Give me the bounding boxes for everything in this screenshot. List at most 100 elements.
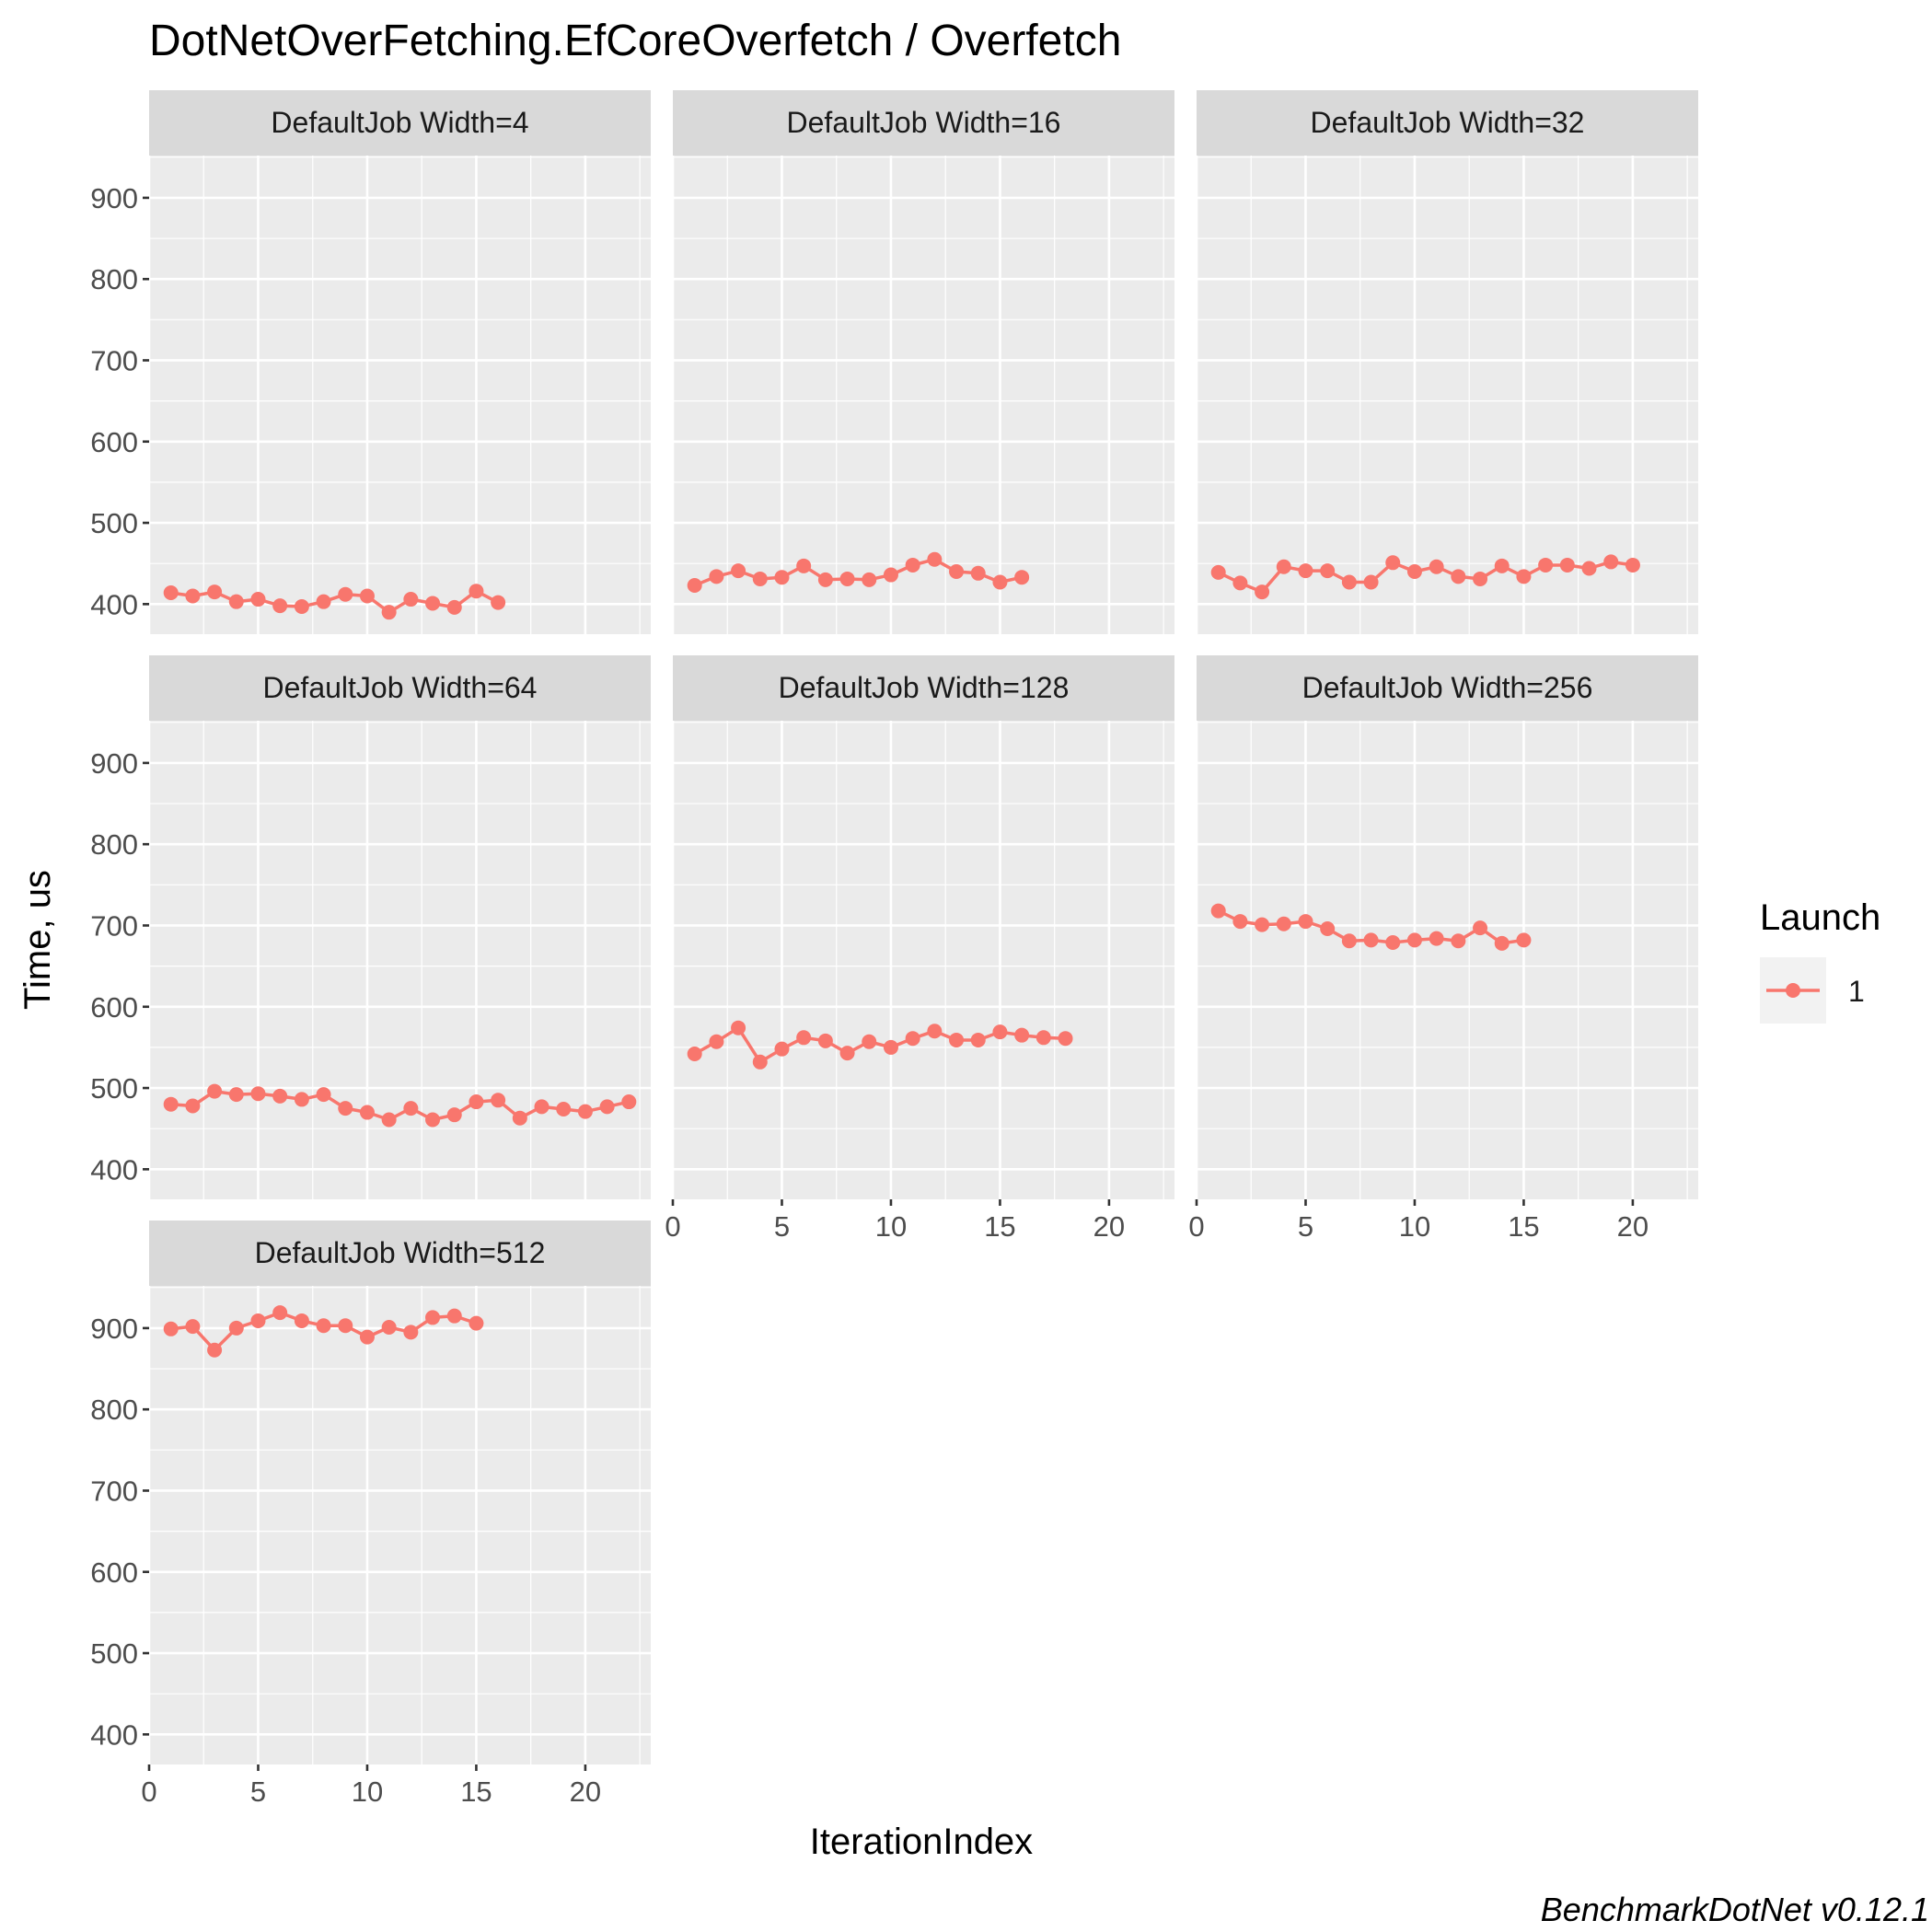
data-point	[1210, 903, 1226, 919]
data-point	[1494, 558, 1510, 573]
panel-background	[149, 156, 651, 634]
data-point	[1255, 584, 1270, 600]
data-point	[250, 1313, 266, 1328]
facet-strip	[1197, 655, 1698, 721]
chart-title: DotNetOverFetching.EfCoreOverfetch / Ove…	[149, 17, 1121, 65]
panel-background	[1197, 721, 1698, 1199]
data-point	[817, 1033, 833, 1048]
y-tick-label: 600	[90, 426, 138, 458]
data-point	[250, 1086, 266, 1102]
data-point	[1363, 574, 1379, 590]
data-point	[338, 1101, 353, 1116]
data-point	[381, 1112, 397, 1128]
data-point	[425, 596, 441, 611]
data-point	[927, 551, 943, 567]
data-point	[469, 584, 484, 599]
x-tick-label: 15	[984, 1210, 1015, 1243]
y-axis-label: Time, us	[17, 870, 58, 1010]
facet-panel: DefaultJob Width=32	[1195, 90, 1698, 634]
x-tick-label: 0	[141, 1776, 156, 1808]
data-point	[1406, 932, 1422, 948]
y-tick-label: 700	[90, 344, 138, 376]
data-point	[1429, 931, 1444, 946]
data-point	[359, 588, 375, 604]
y-tick-label: 500	[90, 507, 138, 539]
data-point	[272, 1305, 288, 1321]
facet-strip	[673, 655, 1174, 721]
y-tick-label: 800	[90, 828, 138, 861]
data-point	[709, 569, 724, 584]
facet-panel: DefaultJob Width=512 400 500 600 700 800 900 0 5…	[90, 1221, 651, 1808]
data-point	[228, 1087, 244, 1103]
data-point	[731, 563, 746, 579]
data-point	[491, 595, 506, 610]
data-point	[207, 1342, 223, 1358]
data-point	[839, 1046, 855, 1061]
y-tick-label: 700	[90, 909, 138, 942]
data-point	[185, 588, 201, 604]
data-point	[992, 574, 1008, 590]
facet-strip-label: DefaultJob Width=32	[1311, 106, 1585, 139]
caption: BenchmarkDotNet v0.12.1	[1541, 1891, 1929, 1928]
facet-panel: DefaultJob Width=4 400 500 600 700 800 900	[90, 90, 651, 634]
data-point	[1385, 555, 1401, 571]
data-point	[1385, 935, 1401, 951]
data-point	[1451, 933, 1466, 949]
data-point	[970, 1032, 986, 1047]
facet-panel: DefaultJob Width=256 0 5 10 15 20	[1188, 655, 1698, 1243]
x-tick-label: 10	[1399, 1210, 1430, 1243]
panel-background	[149, 1286, 651, 1764]
data-point	[1232, 914, 1248, 930]
data-point	[163, 584, 179, 600]
data-point	[228, 594, 244, 609]
data-point	[731, 1020, 746, 1035]
data-point	[796, 1030, 812, 1046]
data-point	[992, 1024, 1008, 1040]
data-point	[272, 1088, 288, 1104]
data-point	[1298, 563, 1313, 579]
data-point	[949, 1032, 965, 1047]
data-point	[228, 1320, 244, 1336]
y-tick-label: 600	[90, 991, 138, 1024]
data-point	[970, 565, 986, 581]
y-tick-label: 400	[90, 1718, 138, 1751]
x-tick-label: 15	[460, 1776, 492, 1808]
x-tick-label: 20	[1093, 1210, 1125, 1243]
data-point	[1341, 933, 1357, 949]
data-point	[1320, 921, 1336, 937]
data-point	[1559, 557, 1575, 573]
data-point	[1035, 1030, 1051, 1046]
y-tick-label: 900	[90, 1313, 138, 1345]
data-point	[1516, 932, 1532, 948]
facet-strip	[149, 1221, 651, 1286]
data-point	[512, 1110, 527, 1126]
data-point	[425, 1310, 441, 1325]
data-point	[163, 1096, 179, 1112]
facet-strip-label: DefaultJob Width=4	[271, 106, 528, 139]
data-point	[687, 578, 702, 594]
data-point	[556, 1102, 572, 1117]
data-point	[905, 557, 920, 573]
series-line	[170, 589, 499, 614]
data-point	[1363, 932, 1379, 948]
data-point	[403, 592, 419, 607]
data-point	[1255, 917, 1270, 932]
data-point	[294, 1313, 309, 1328]
y-tick-label: 900	[90, 182, 138, 214]
data-point	[1516, 569, 1532, 584]
data-point	[316, 1087, 331, 1103]
data-point	[1276, 916, 1291, 931]
data-point	[796, 558, 812, 573]
data-point	[403, 1325, 419, 1340]
legend-entry-label: 1	[1848, 975, 1865, 1008]
data-point	[1603, 554, 1619, 570]
series-line	[694, 558, 1023, 587]
data-point	[250, 592, 266, 607]
data-point	[207, 1083, 223, 1099]
data-point	[294, 1092, 309, 1107]
data-point	[1014, 1027, 1030, 1043]
y-tick-label: 500	[90, 1637, 138, 1670]
data-point	[1538, 557, 1554, 573]
data-point	[1210, 564, 1226, 580]
